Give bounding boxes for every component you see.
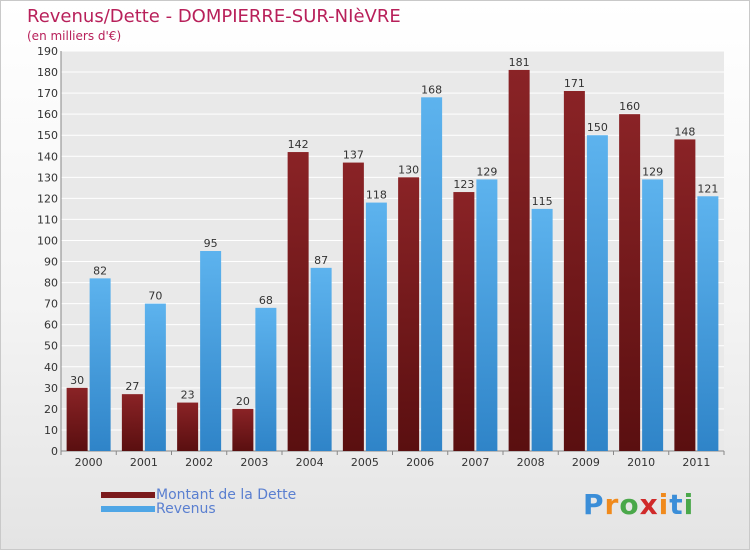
y-tick-label: 70 xyxy=(44,298,58,311)
x-tick-label: 2010 xyxy=(627,456,655,469)
x-tick-label: 2011 xyxy=(682,456,710,469)
bar-dette xyxy=(619,114,641,451)
data-label: 130 xyxy=(398,163,419,176)
bar-revenus xyxy=(89,278,111,451)
bar-dette xyxy=(674,139,696,451)
y-tick-label: 60 xyxy=(44,319,58,332)
data-label: 87 xyxy=(314,254,328,267)
bar-revenus xyxy=(365,202,387,451)
logo-letter: P xyxy=(583,488,605,521)
data-label: 82 xyxy=(93,264,107,277)
bar-revenus xyxy=(255,307,277,451)
bar-dette xyxy=(563,91,585,451)
x-tick-label: 2004 xyxy=(296,456,324,469)
x-tick-label: 2005 xyxy=(351,456,379,469)
y-tick-label: 10 xyxy=(44,424,58,437)
bar-revenus xyxy=(531,208,553,451)
data-label: 181 xyxy=(509,56,530,69)
data-label: 150 xyxy=(587,121,608,134)
bar-revenus xyxy=(310,267,332,451)
bar-revenus xyxy=(476,179,498,451)
y-tick-label: 120 xyxy=(37,192,58,205)
bar-revenus xyxy=(697,196,719,451)
y-tick-label: 140 xyxy=(37,150,58,163)
y-tick-label: 170 xyxy=(37,87,58,100)
y-tick-label: 180 xyxy=(37,66,58,79)
data-label: 168 xyxy=(421,83,442,96)
plot-area xyxy=(61,51,724,451)
bar-revenus xyxy=(586,135,608,452)
bar-dette xyxy=(232,408,254,451)
data-label: 70 xyxy=(148,290,162,303)
logo-letter: x xyxy=(639,488,659,521)
bar-dette xyxy=(287,152,309,452)
data-label: 121 xyxy=(697,182,718,195)
bar-dette xyxy=(398,177,420,451)
data-label: 137 xyxy=(343,149,364,162)
y-tick-label: 20 xyxy=(44,403,58,416)
x-tick-label: 2001 xyxy=(130,456,158,469)
y-tick-label: 130 xyxy=(37,171,58,184)
bar-revenus xyxy=(200,251,222,451)
chart-title: Revenus/Dette - DOMPIERRE-SUR-NIèVRE xyxy=(27,6,401,27)
y-tick-label: 50 xyxy=(44,340,58,353)
bar-dette xyxy=(508,69,530,452)
y-tick-label: 90 xyxy=(44,256,58,269)
data-label: 123 xyxy=(453,178,474,191)
bar-dette xyxy=(453,192,475,452)
data-label: 30 xyxy=(70,374,84,387)
proxiti-logo: Proxiti xyxy=(583,488,694,521)
x-tick-label: 2006 xyxy=(406,456,434,469)
y-tick-label: 100 xyxy=(37,234,58,247)
data-label: 160 xyxy=(619,100,640,113)
bar-dette xyxy=(342,162,364,451)
y-tick-label: 160 xyxy=(37,108,58,121)
bar-dette xyxy=(177,402,199,451)
logo-letter: i xyxy=(683,488,695,521)
x-tick-label: 2007 xyxy=(461,456,489,469)
data-label: 68 xyxy=(259,294,273,307)
legend-label-dette: Montant de la Dette xyxy=(156,487,297,503)
data-label: 129 xyxy=(642,165,663,178)
data-label: 118 xyxy=(366,189,387,202)
data-label: 148 xyxy=(674,125,695,138)
data-label: 171 xyxy=(564,77,585,90)
data-label: 115 xyxy=(532,195,553,208)
data-label: 27 xyxy=(125,380,139,393)
x-tick-label: 2009 xyxy=(572,456,600,469)
data-label: 20 xyxy=(236,395,250,408)
x-tick-label: 2003 xyxy=(240,456,268,469)
x-tick-label: 2002 xyxy=(185,456,213,469)
y-tick-label: 150 xyxy=(37,129,58,142)
legend-swatch-dette xyxy=(101,492,155,498)
chart-subtitle: (en milliers d'€) xyxy=(27,29,122,43)
y-tick-label: 190 xyxy=(37,45,58,58)
x-tick-label: 2008 xyxy=(517,456,545,469)
logo-letter: o xyxy=(619,488,640,521)
logo-letter: t xyxy=(669,488,684,521)
bar-dette xyxy=(121,394,143,451)
logo-letter: r xyxy=(604,488,620,521)
y-tick-label: 80 xyxy=(44,277,58,290)
data-label: 142 xyxy=(288,138,309,151)
logo-letter: i xyxy=(658,488,670,521)
x-tick-label: 2000 xyxy=(75,456,103,469)
y-tick-label: 30 xyxy=(44,382,58,395)
bar-dette xyxy=(66,387,88,451)
data-label: 95 xyxy=(204,237,218,250)
bar-revenus xyxy=(642,179,664,451)
data-label: 129 xyxy=(476,165,497,178)
y-tick-label: 110 xyxy=(37,213,58,226)
legend-label-revenus: Revenus xyxy=(156,501,216,517)
data-label: 23 xyxy=(181,389,195,402)
bar-revenus xyxy=(144,303,166,451)
legend-swatch-revenus xyxy=(101,506,155,512)
y-tick-label: 40 xyxy=(44,361,58,374)
y-tick-label: 0 xyxy=(51,445,58,458)
bar-revenus xyxy=(421,97,443,451)
